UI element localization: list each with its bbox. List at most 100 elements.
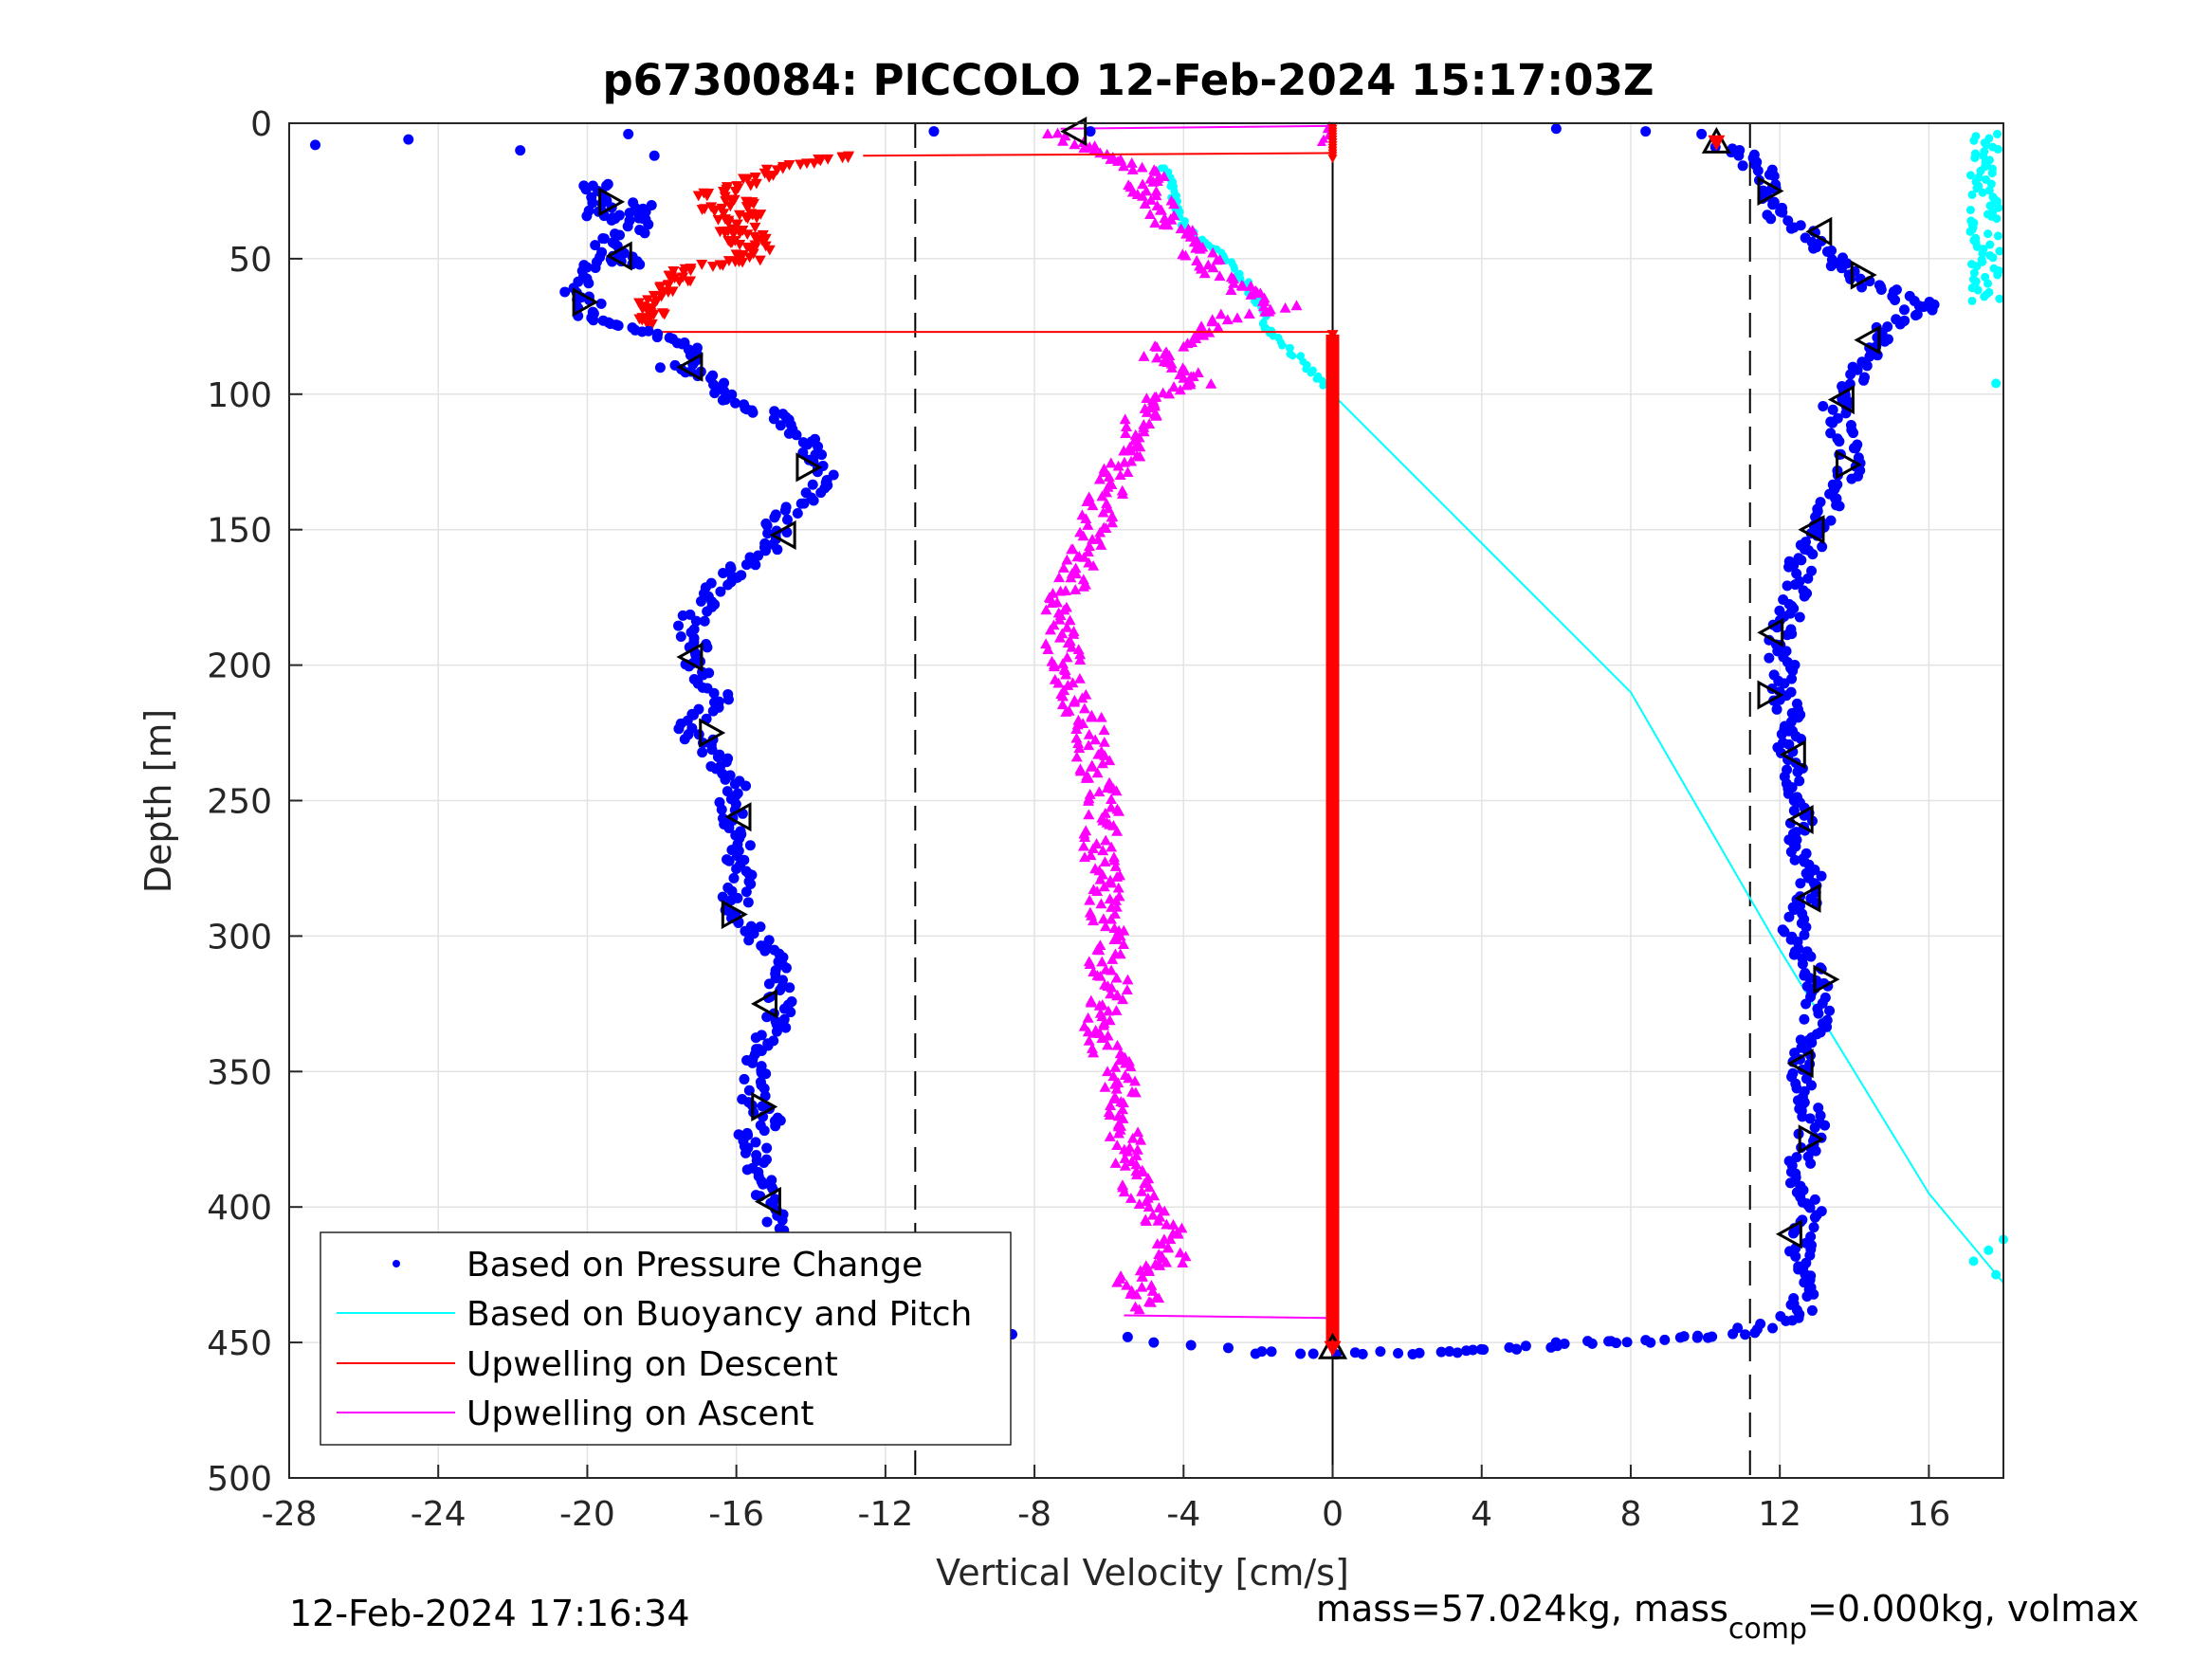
descent-marker [1326,861,1339,872]
ascent-marker [1143,1296,1156,1307]
descent-marker [1326,1099,1339,1110]
ascent-marker [1048,661,1060,672]
descent-marker [1326,1088,1339,1100]
pressure-point [759,1125,770,1137]
pressure-point [1825,428,1837,439]
pressure-point [706,744,718,756]
ascent-marker [1136,1185,1148,1196]
descent-marker [1326,1229,1339,1240]
descent-marker [740,202,753,212]
ascent-marker [1060,668,1072,680]
ascent-marker [1114,869,1126,881]
footer-mass-info: mass=57.024kg, masscomp=0.000kg, volmax [1316,1588,2139,1646]
ascent-marker [1083,739,1095,751]
descent-marker [1326,1316,1339,1327]
ascent-marker [1105,1100,1117,1111]
ascent-marker [1096,490,1108,501]
turn-marker [1794,883,1821,913]
ascent-marker [1112,882,1124,893]
turn-marker [1779,739,1806,770]
pressure-point [1832,412,1843,424]
x-tick-label: 12 [1758,1495,1801,1534]
ascent-marker [1106,517,1119,528]
descent-marker [1326,1305,1339,1316]
ascent-marker [1144,194,1157,205]
pressure-point [601,180,612,191]
pressure-point [1222,1342,1234,1354]
pressure-point [697,747,708,758]
descent-marker [709,205,722,216]
ascent-marker [1082,1012,1094,1023]
ascent-marker [1194,243,1206,254]
descent-marker [1326,1153,1339,1164]
descent-marker [737,257,749,268]
ascent-marker [1102,1066,1114,1077]
turn-marker [1060,117,1088,147]
ascent-marker [1122,466,1134,478]
pressure-point [673,723,685,735]
pressure-point [792,507,803,519]
descent-marker [1326,1262,1339,1273]
ascent-marker [1082,520,1094,530]
pressure-point [1815,497,1826,508]
pressure-point [1740,1329,1751,1340]
ascent-marker [1104,755,1116,766]
ascent-marker [1085,996,1097,1008]
ascent-marker [1119,1159,1131,1171]
turn-marker [1798,515,1825,545]
descent-marker [1326,536,1339,547]
ascent-marker [1102,481,1114,492]
ascent-marker [1150,1292,1162,1303]
ascent-marker [1117,1097,1129,1108]
pressure-point [698,669,709,681]
descent-marker [1326,655,1339,665]
turn-marker [1813,964,1840,994]
pressure-point [750,1032,761,1044]
pressure-point [1791,568,1802,579]
buoyancy-point [1976,166,1985,175]
pressure-point [707,705,719,717]
y-tick-label: 500 [207,1460,272,1499]
pressure-point [1357,1348,1368,1359]
descent-marker [1326,351,1339,362]
descent-marker [1326,807,1339,817]
buoyancy-point [1967,190,1977,199]
pressure-point [1800,537,1811,548]
pressure-point [1782,580,1793,592]
turn-marker [676,642,704,672]
pressure-point [1799,929,1810,940]
ascent-marker [1106,964,1118,975]
descent-marker [729,187,741,197]
buoyancy-point [1993,144,2002,154]
pressure-point [646,199,657,210]
ascent-marker [1119,413,1131,425]
pressure-point [1122,1331,1133,1342]
pressure-point [755,921,766,933]
pressure-point [1795,1034,1806,1046]
ascent-marker [1124,1193,1137,1203]
ascent-marker [1074,648,1087,660]
ascent-marker [1106,954,1119,964]
ascent-marker [1117,1113,1129,1123]
ascent-marker [1141,407,1153,417]
turn-marker [605,241,632,271]
ascent-marker [1102,1039,1114,1050]
ascent-bottom-line [1124,1314,1333,1320]
pressure-point [1800,232,1811,244]
ascent-marker [1103,502,1115,514]
ascent-marker [1102,1030,1114,1041]
descent-marker [1326,1284,1339,1294]
ascent-marker [1097,506,1109,518]
descent-top-line [863,152,1333,157]
pressure-point [775,420,786,431]
ascent-marker [1080,513,1092,523]
pressure-point [759,545,771,556]
pressure-point [731,864,742,875]
pressure-point [747,407,759,418]
ascent-marker [1096,1011,1108,1022]
ascent-marker [1179,365,1191,376]
pressure-point [740,886,752,898]
ascent-marker [1122,974,1134,985]
pressure-point [654,362,666,374]
ascent-marker [1104,1131,1116,1141]
